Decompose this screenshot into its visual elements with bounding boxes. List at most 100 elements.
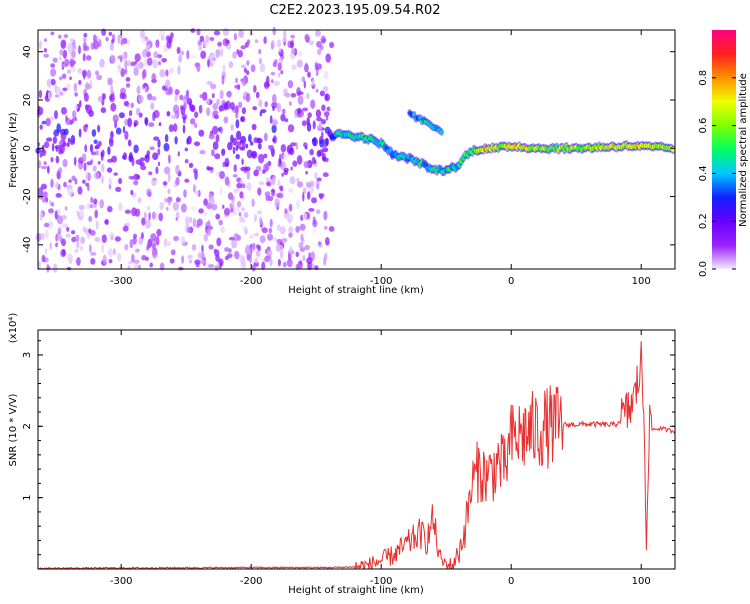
heatmap-cell bbox=[112, 114, 119, 123]
heatmap-cell bbox=[48, 208, 54, 214]
heatmap-cell bbox=[220, 48, 224, 57]
heatmap-cell bbox=[83, 33, 88, 38]
heatmap-cell bbox=[193, 141, 201, 147]
heatmap-cell bbox=[122, 225, 129, 232]
heatmap-cell bbox=[137, 197, 142, 204]
heatmap-cell bbox=[313, 171, 318, 179]
heatmap-cell bbox=[269, 144, 274, 152]
heatmap-cell bbox=[296, 107, 302, 115]
heatmap-cell bbox=[255, 91, 260, 99]
x-tick-label: -200 bbox=[240, 276, 263, 287]
heatmap-cell bbox=[50, 202, 55, 207]
heatmap-cell bbox=[67, 43, 74, 53]
heatmap-cell bbox=[192, 218, 197, 228]
x-tick-label: -300 bbox=[110, 576, 133, 587]
heatmap-cell bbox=[314, 29, 322, 37]
heatmap-cell bbox=[144, 117, 149, 125]
heatmap-cell bbox=[78, 204, 85, 211]
heatmap-cell bbox=[243, 67, 247, 73]
heatmap-cell bbox=[305, 170, 308, 175]
heatmap-cell bbox=[248, 234, 255, 239]
heatmap-cell bbox=[316, 177, 322, 182]
heatmap-cell bbox=[320, 131, 324, 139]
heatmap-cell bbox=[233, 32, 237, 41]
heatmap-cell bbox=[145, 219, 151, 229]
heatmap-cell bbox=[122, 152, 127, 161]
heatmap-cell bbox=[216, 171, 220, 176]
heatmap-cell bbox=[186, 97, 193, 106]
heatmap-cell bbox=[46, 265, 51, 271]
heatmap-cell bbox=[52, 57, 58, 63]
heatmap-cell bbox=[76, 240, 80, 249]
heatmap-cell bbox=[66, 141, 70, 148]
heatmap-cell bbox=[231, 199, 235, 206]
heatmap-cell bbox=[161, 58, 167, 63]
heatmap-cell bbox=[194, 123, 198, 128]
heatmap-cell bbox=[252, 106, 258, 111]
heatmap-cell bbox=[133, 144, 139, 154]
heatmap-cell bbox=[283, 261, 287, 268]
heatmap-cell bbox=[76, 257, 81, 266]
heatmap-cell bbox=[51, 143, 55, 152]
heatmap-cell bbox=[83, 92, 89, 102]
heatmap-cell bbox=[290, 142, 297, 147]
heatmap-cell bbox=[45, 117, 51, 127]
heatmap-cell bbox=[168, 124, 174, 133]
heatmap-cell bbox=[61, 73, 67, 80]
heatmap-cell bbox=[282, 153, 289, 160]
heatmap-cell bbox=[101, 175, 104, 185]
heatmap-cell bbox=[272, 61, 277, 68]
heatmap-cell bbox=[105, 37, 109, 42]
heatmap-cell bbox=[168, 154, 171, 164]
heatmap-cell bbox=[258, 48, 262, 55]
heatmap-cell bbox=[194, 171, 198, 180]
heatmap-cell bbox=[297, 95, 304, 105]
heatmap-cell bbox=[322, 85, 329, 93]
heatmap-cell bbox=[93, 139, 98, 145]
heatmap-cell bbox=[109, 42, 114, 51]
heatmap-cell bbox=[85, 203, 91, 210]
heatmap-cell bbox=[266, 181, 272, 187]
heatmap-cell bbox=[268, 227, 273, 234]
heatmap-cell bbox=[170, 249, 176, 256]
heatmap-cell bbox=[89, 80, 93, 85]
heatmap-cell bbox=[151, 211, 156, 220]
heatmap-cell bbox=[59, 144, 65, 154]
heatmap-cell bbox=[316, 41, 322, 48]
heatmap-cell bbox=[50, 31, 55, 36]
x-tick-label: 100 bbox=[632, 276, 651, 287]
heatmap-cell bbox=[149, 146, 155, 151]
heatmap-cell bbox=[235, 112, 239, 119]
heatmap-cell bbox=[194, 111, 199, 118]
heatmap-cell bbox=[190, 104, 196, 112]
heatmap-cell bbox=[284, 118, 289, 123]
heatmap-cell bbox=[110, 54, 116, 64]
heatmap-cell bbox=[104, 219, 109, 225]
heatmap-cell bbox=[290, 166, 293, 171]
heatmap-cell bbox=[271, 124, 277, 134]
heatmap-cell bbox=[232, 211, 238, 216]
heatmap-cell bbox=[82, 226, 87, 232]
heatmap-cell bbox=[50, 68, 57, 77]
heatmap-cell bbox=[270, 39, 275, 50]
heatmap-cell bbox=[317, 241, 322, 246]
heatmap-cell bbox=[230, 134, 234, 143]
heatmap-cell bbox=[326, 106, 331, 112]
heatmap-cell bbox=[236, 182, 243, 189]
heatmap-cell bbox=[199, 149, 206, 155]
heatmap-cell bbox=[92, 165, 97, 172]
y-tick-label: 40 bbox=[22, 45, 33, 58]
heatmap-cell bbox=[236, 206, 240, 213]
heatmap-cell bbox=[278, 47, 282, 53]
heatmap-cell bbox=[235, 130, 242, 141]
heatmap-cell bbox=[52, 136, 58, 144]
colorbar-label: Normalized spectral amplitude bbox=[738, 73, 749, 227]
heatmap-cell bbox=[150, 233, 157, 242]
heatmap-cell bbox=[241, 158, 244, 165]
heatmap-cell bbox=[287, 80, 294, 89]
heatmap-cell bbox=[136, 85, 141, 95]
heatmap-cell bbox=[241, 207, 245, 212]
heatmap-cell bbox=[59, 91, 64, 96]
snr-panel: -300 -200 -100 0 100 1 2 3 Height of straight … bbox=[8, 313, 676, 596]
heatmap-cell bbox=[39, 124, 43, 130]
